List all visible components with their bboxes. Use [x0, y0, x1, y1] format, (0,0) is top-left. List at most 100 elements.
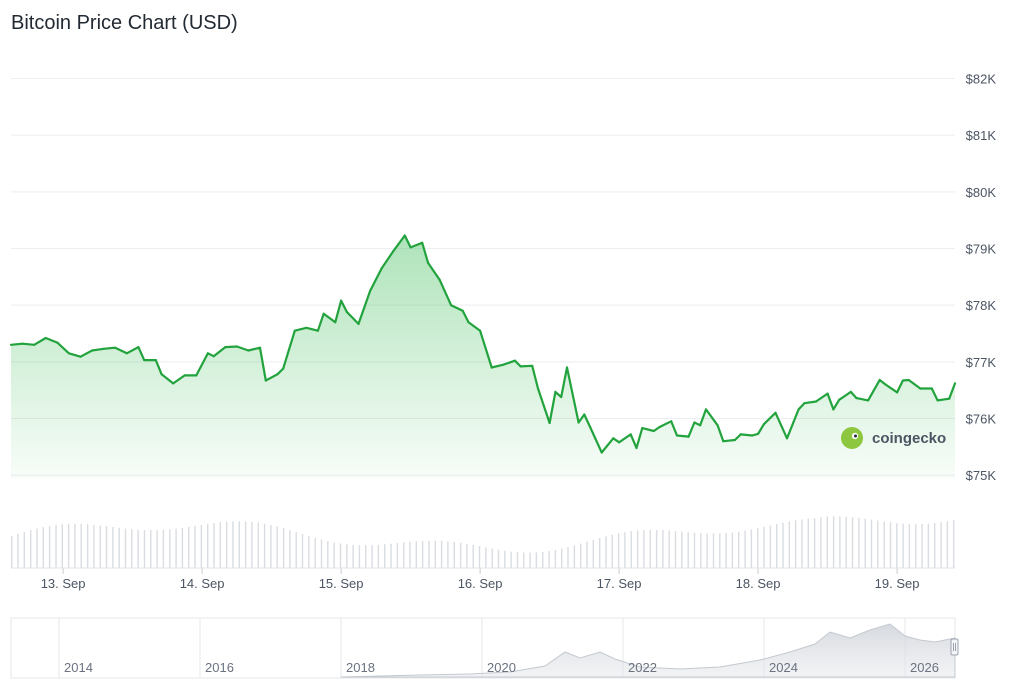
watermark-text: coingecko [872, 430, 946, 447]
price-point [519, 365, 522, 368]
price-point [114, 346, 117, 349]
volume-bar [523, 552, 525, 568]
volume-bar [143, 530, 146, 568]
volume-bar [440, 540, 443, 568]
volume-bar [295, 532, 297, 568]
volume-bar [86, 524, 89, 568]
volume-bar [845, 516, 847, 568]
price-point [797, 408, 800, 411]
coingecko-logo-pupil [854, 434, 857, 438]
volume-bar [478, 546, 481, 568]
volume-bar [681, 531, 683, 568]
volume-bar [877, 520, 879, 568]
volume-bar [927, 523, 930, 568]
price-point [687, 435, 690, 438]
price-point [855, 397, 858, 400]
volume-bar [655, 530, 658, 568]
x-tick-label: 17. Sep [597, 576, 642, 591]
price-point [426, 261, 430, 264]
volume-bars [11, 516, 955, 568]
volume-bar [194, 525, 196, 568]
volume-bar [282, 528, 285, 568]
x-tick-label: 14. Sep [180, 576, 225, 591]
volume-bar [617, 533, 620, 568]
price-point [409, 246, 412, 249]
price-point [235, 345, 238, 348]
price-point [345, 310, 348, 314]
price-point [467, 321, 470, 324]
price-point [91, 349, 94, 352]
y-tick-label: $79K [966, 242, 997, 257]
volume-bar [636, 530, 639, 568]
price-line [10, 234, 957, 454]
volume-bar [472, 544, 474, 568]
price-point [785, 437, 789, 440]
volume-bar [599, 538, 601, 568]
price-point [716, 424, 719, 427]
price-point [722, 440, 725, 443]
price-point [652, 429, 655, 433]
volume-bar [17, 534, 19, 568]
price-point [357, 322, 360, 325]
price-point [536, 387, 540, 390]
volume-bar [181, 527, 184, 568]
price-point [421, 241, 424, 244]
price-point [79, 355, 82, 358]
price-point [693, 421, 696, 424]
volume-bar [491, 548, 493, 568]
y-tick-label: $81K [966, 128, 997, 143]
volume-bar [889, 522, 892, 568]
price-point [612, 437, 615, 440]
volume-bar [820, 517, 822, 568]
volume-bar [668, 530, 670, 568]
volume-bar [706, 533, 708, 568]
volume-bar [782, 522, 784, 568]
volume-bar [693, 532, 696, 568]
volume-bar [93, 524, 95, 568]
price-point [930, 387, 933, 390]
volume-bar [529, 552, 531, 568]
price-point [282, 367, 285, 370]
range-navigator[interactable]: 2014 2016 2018 2020 2022 2024 2026 [10, 617, 959, 679]
volume-bar [213, 523, 215, 568]
navigator-area [340, 623, 956, 678]
price-point [670, 420, 673, 423]
volume-bar [580, 543, 582, 568]
price-point [305, 326, 308, 329]
volume-bar [61, 524, 63, 568]
volume-bar [662, 530, 664, 568]
volume-bar [763, 526, 765, 568]
volume-bar [118, 527, 120, 568]
price-point [733, 438, 737, 442]
volume-bar [674, 531, 677, 568]
volume-bar [333, 542, 335, 568]
price-point [896, 391, 899, 394]
price-point [774, 411, 777, 414]
price-point [264, 379, 267, 382]
price-area-fill [11, 235, 955, 478]
volume-bar [611, 534, 613, 568]
volume-bar [352, 545, 354, 568]
price-point [762, 423, 766, 426]
volume-bar [365, 545, 367, 568]
volume-bar [946, 521, 949, 568]
volume-bar [725, 533, 727, 568]
price-point [919, 387, 922, 390]
coingecko-watermark: coingecko [841, 427, 946, 449]
volume-bar [301, 534, 304, 568]
volume-bar [270, 525, 272, 568]
volume-bar [105, 526, 108, 568]
price-point [125, 352, 128, 355]
price-point [699, 424, 702, 427]
volume-bar [592, 539, 594, 568]
volume-bar [377, 544, 380, 568]
volume-bar [453, 542, 455, 568]
price-point [948, 397, 951, 400]
price-point [560, 395, 563, 399]
volume-bar [908, 524, 911, 568]
y-tick-label: $82K [966, 72, 997, 87]
navigator-handle[interactable] [950, 638, 959, 656]
price-point [9, 343, 13, 346]
price-point [936, 399, 939, 402]
